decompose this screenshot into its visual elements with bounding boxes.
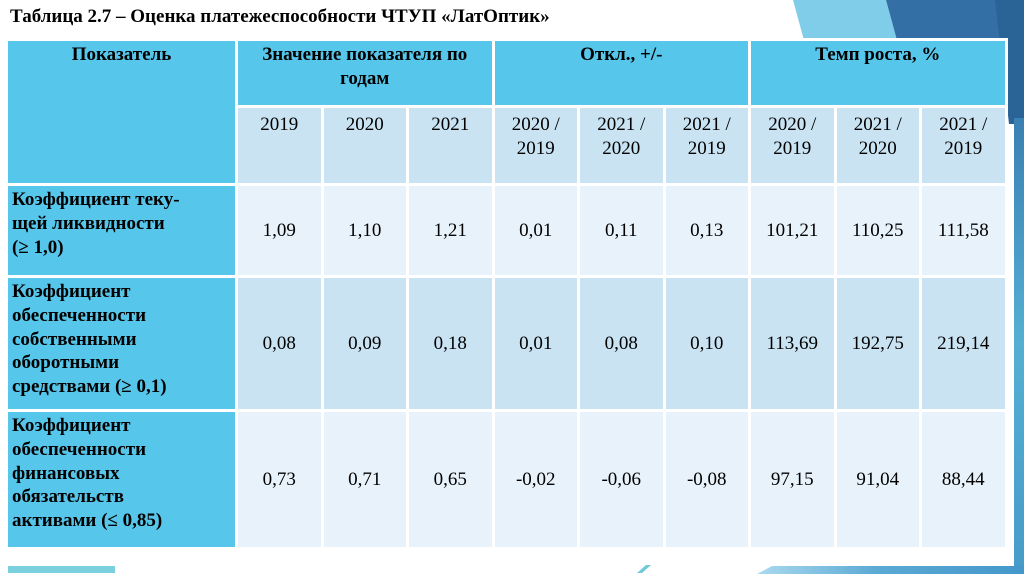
value-cell: 110,25 — [833, 183, 923, 278]
value-cell: 0,13 — [662, 183, 752, 278]
value-cell: 97,15 — [748, 409, 837, 550]
decor-right-strip — [1014, 118, 1024, 568]
row-label-financial-liabilities: Коэффициент обеспеченности финансовых об… — [5, 409, 238, 550]
value-cell: 0,18 — [406, 275, 495, 412]
subcol-2021: 2021 — [406, 105, 495, 186]
decor-top-band-light — [793, 0, 898, 44]
subcol-2020: 2020 — [320, 105, 409, 186]
subcol-dev-2020-2019: 2020 / 2019 — [491, 105, 581, 186]
value-cell: 101,21 — [748, 183, 837, 278]
subcol-growth-2020-2019: 2020 / 2019 — [748, 105, 837, 186]
value-cell: 0,08 — [235, 275, 324, 412]
value-cell: 0,73 — [235, 409, 324, 550]
row-label-own-working-capital: Коэффициент обеспеченности собственными … — [5, 275, 238, 412]
value-cell: 0,10 — [662, 275, 752, 412]
table-row-financial-liabilities: Коэффициент обеспеченности финансовых об… — [5, 409, 1008, 550]
col-header-indicator: Показатель — [5, 38, 238, 186]
value-cell: 0,11 — [577, 183, 666, 278]
value-cell: 0,09 — [320, 275, 409, 412]
subcol-dev-2021-2020: 2021 / 2020 — [577, 105, 666, 186]
decor-bottom-slash — [637, 565, 651, 573]
value-cell: 113,69 — [748, 275, 837, 412]
payment-capacity-table: Показатель Значение показателя по годам … — [5, 38, 1008, 550]
value-cell: 192,75 — [833, 275, 923, 412]
value-cell: 0,01 — [491, 183, 581, 278]
subcol-growth-2021-2019: 2021 / 2019 — [919, 105, 1008, 186]
decor-top-corner-darker — [995, 0, 1024, 124]
value-cell: 91,04 — [833, 409, 923, 550]
value-cell: 88,44 — [919, 409, 1008, 550]
value-cell: -0,06 — [577, 409, 666, 550]
decor-bottom-left-bar — [8, 566, 115, 573]
table-row-own-working-capital: Коэффициент обеспеченности собственными … — [5, 275, 1008, 412]
value-cell: -0,08 — [662, 409, 752, 550]
subcol-2019: 2019 — [235, 105, 324, 186]
col-group-growth-rate: Темп роста, % — [748, 38, 1008, 108]
value-cell: 1,10 — [320, 183, 409, 278]
value-cell: 219,14 — [919, 275, 1008, 412]
col-group-values-by-year: Значение показателя по годам — [235, 38, 495, 108]
row-label-current-liquidity: Коэффициент теку- щей ликвидности (≥ 1,0… — [5, 183, 238, 278]
value-cell: 0,08 — [577, 275, 666, 412]
value-cell: 1,21 — [406, 183, 495, 278]
subcol-growth-2021-2020: 2021 / 2020 — [833, 105, 923, 186]
slide-title: Таблица 2.7 – Оценка платежеспособности … — [10, 6, 550, 27]
decor-bottom-strip — [757, 566, 1024, 574]
value-cell: -0,02 — [491, 409, 581, 550]
table-row-current-liquidity: Коэффициент теку- щей ликвидности (≥ 1,0… — [5, 183, 1008, 278]
value-cell: 0,71 — [320, 409, 409, 550]
col-group-deviation: Откл., +/- — [491, 38, 752, 108]
value-cell: 111,58 — [919, 183, 1008, 278]
subcol-dev-2021-2019: 2021 / 2019 — [662, 105, 752, 186]
value-cell: 0,01 — [491, 275, 581, 412]
value-cell: 1,09 — [235, 183, 324, 278]
value-cell: 0,65 — [406, 409, 495, 550]
